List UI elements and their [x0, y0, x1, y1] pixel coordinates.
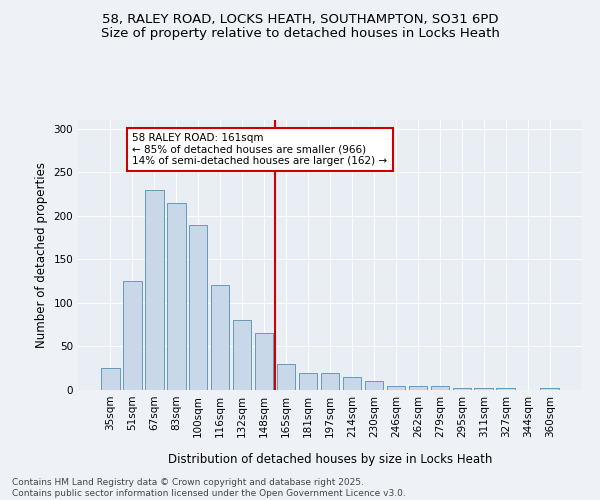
Bar	[343, 377, 361, 390]
Bar	[541, 388, 559, 390]
Bar	[386, 386, 405, 390]
Bar	[145, 190, 164, 390]
Bar	[233, 320, 251, 390]
Y-axis label: Number of detached properties: Number of detached properties	[35, 162, 48, 348]
Bar	[475, 388, 493, 390]
Text: 58 RALEY ROAD: 161sqm
← 85% of detached houses are smaller (966)
14% of semi-det: 58 RALEY ROAD: 161sqm ← 85% of detached …	[132, 133, 388, 166]
Bar	[123, 281, 142, 390]
Bar	[496, 388, 515, 390]
Bar	[452, 388, 471, 390]
Bar	[299, 372, 317, 390]
Bar	[167, 202, 185, 390]
Text: Size of property relative to detached houses in Locks Heath: Size of property relative to detached ho…	[101, 28, 499, 40]
Bar	[211, 286, 229, 390]
Bar	[365, 382, 383, 390]
Bar	[189, 224, 208, 390]
Bar	[101, 368, 119, 390]
Bar	[255, 334, 274, 390]
Bar	[409, 386, 427, 390]
Text: Contains HM Land Registry data © Crown copyright and database right 2025.
Contai: Contains HM Land Registry data © Crown c…	[12, 478, 406, 498]
Text: Distribution of detached houses by size in Locks Heath: Distribution of detached houses by size …	[168, 452, 492, 466]
Bar	[277, 364, 295, 390]
Bar	[320, 372, 340, 390]
Bar	[431, 386, 449, 390]
Text: 58, RALEY ROAD, LOCKS HEATH, SOUTHAMPTON, SO31 6PD: 58, RALEY ROAD, LOCKS HEATH, SOUTHAMPTON…	[102, 12, 498, 26]
